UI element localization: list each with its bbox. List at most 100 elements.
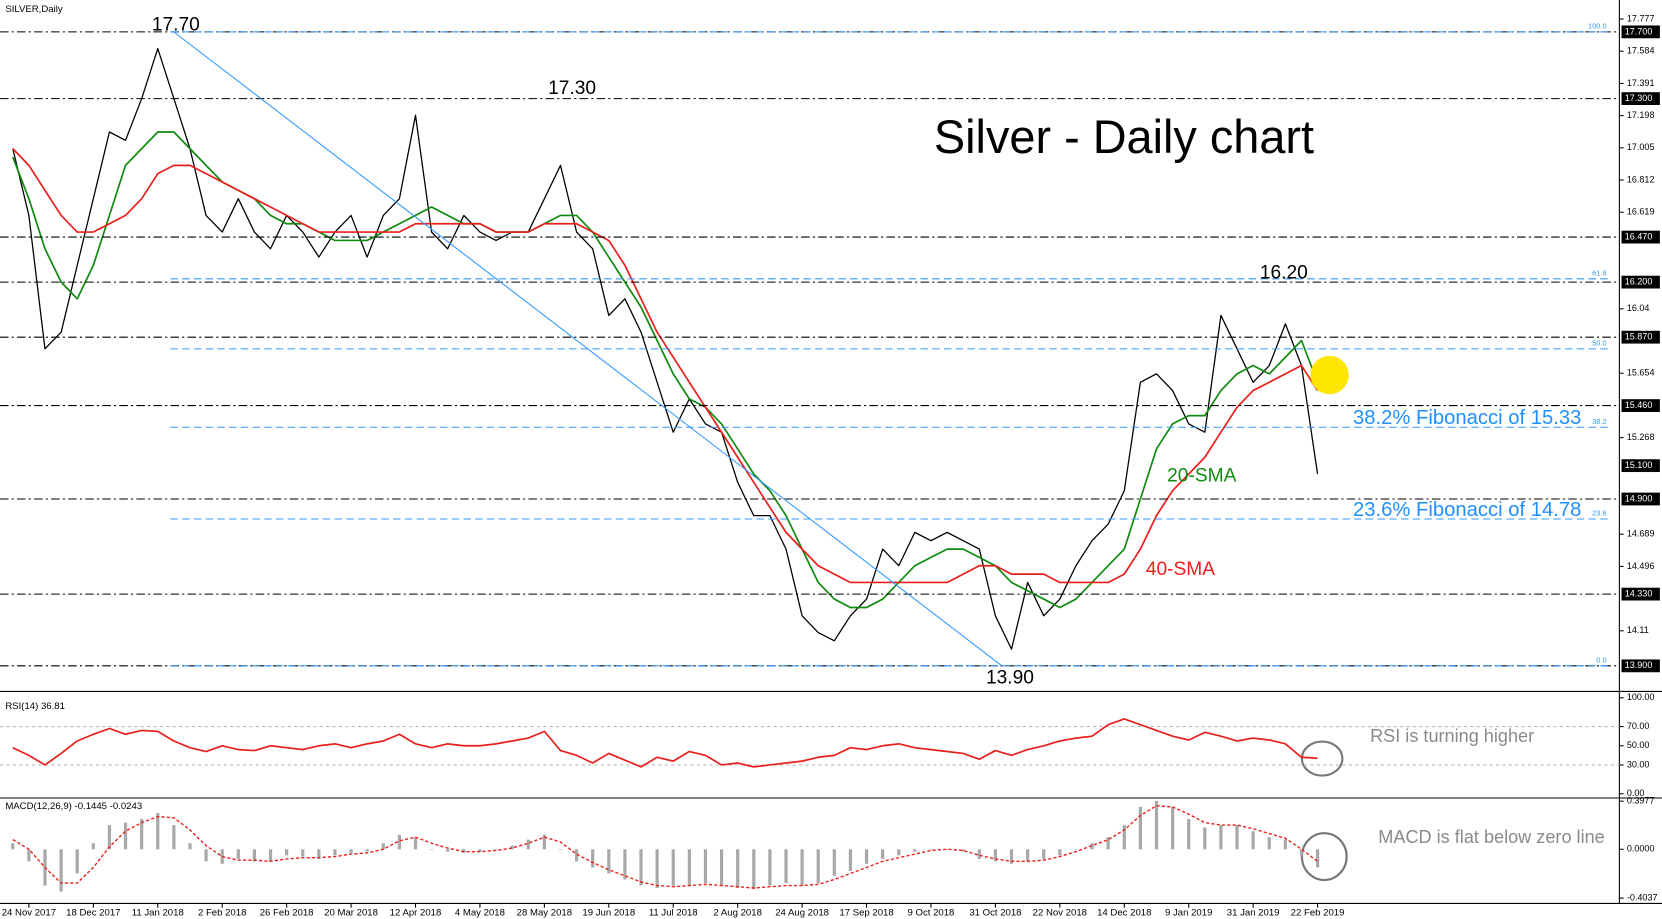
histogram-bar [864,849,869,864]
x-tick-label: 19 Jun 2018 [582,908,635,919]
y-tick-label: 16.04 [1627,303,1650,313]
histogram-bar [687,849,691,886]
histogram-bar [317,849,321,859]
x-tick-label: 28 May 2018 [517,908,572,919]
histogram-bar [1122,825,1126,850]
histogram-bar [591,849,595,868]
macd-note: MACD is flat below zero line [1378,827,1604,847]
histogram-bar [397,834,401,850]
histogram-bar [1042,849,1046,859]
level-box [1621,587,1660,601]
histogram-bar [123,822,128,850]
level-label: 14.330 [1625,588,1653,598]
y-tick-label: 70.00 [1627,721,1650,731]
histogram-bar [446,849,450,852]
chart-title: Silver - Daily chart [934,111,1314,163]
histogram-bar [623,849,627,880]
x-tick-label: 24 Aug 2018 [775,908,829,919]
histogram-bar [252,849,257,862]
histogram-bar [91,843,95,850]
histogram-bar [494,849,498,850]
level-label: 15.460 [1625,400,1653,410]
symbol-label: SILVER,Daily [5,4,63,15]
series-line [12,718,1318,768]
histogram-bar [333,849,337,856]
x-tick-label: 18 Dec 2017 [66,908,120,919]
macd-highlight [1300,832,1348,882]
x-tick-label: 31 Jan 2019 [1227,908,1280,919]
histogram-bar [1251,831,1255,850]
y-tick-label: 16.619 [1627,207,1655,217]
signal-line [12,805,1318,889]
histogram-bar [977,849,981,859]
fib-note: 23.6% Fibonacci of 14.78 [1353,499,1581,521]
histogram-bar [75,849,79,874]
level-label: 14.900 [1625,493,1653,503]
rsi-title: RSI(14) 36.81 [5,701,65,712]
histogram-bar [1267,837,1271,850]
histogram-bar [236,849,240,859]
x-tick-label: 17 Sep 2018 [839,908,893,919]
y-tick-label: 14.496 [1627,561,1655,571]
price-annotation: 17.70 [152,15,200,36]
histogram-bar [11,843,15,850]
x-tick-label: 2 Aug 2018 [713,908,761,919]
histogram-bar [1058,849,1062,856]
x-tick-label: 9 Jan 2019 [1165,908,1212,919]
y-tick-label: 50.00 [1627,740,1650,750]
x-tick-label: 4 May 2018 [455,908,505,919]
histogram-bar [913,849,917,852]
histogram-bar [430,849,434,850]
level-box [1621,92,1660,105]
histogram-bar [784,849,788,884]
level-label: 15.870 [1625,332,1653,342]
fib-level-label: 61.8 [1592,268,1606,277]
histogram-bar [655,849,659,888]
x-tick-label: 22 Nov 2018 [1033,908,1087,919]
last-price-box [1621,459,1660,473]
histogram-bar [1154,800,1159,850]
x-tick-label: 14 Dec 2018 [1097,908,1151,919]
fib-level-label: 38.2 [1592,417,1606,426]
series-label: 20-SMA [1167,465,1236,486]
histogram-bar [381,843,385,850]
level-label: 16.200 [1625,277,1653,287]
y-tick-label: 0.3977 [1627,796,1655,806]
histogram-bar [816,849,820,884]
trendline [173,31,1003,667]
x-tick-label: 11 Jan 2018 [132,908,184,919]
y-tick-label: 15.654 [1627,368,1655,378]
histogram-bar [848,849,853,872]
histogram-bar [27,849,31,862]
histogram-bar [1074,849,1078,850]
y-tick-label: 17.005 [1627,142,1655,152]
histogram-bar [558,849,563,850]
x-tick-label: 26 Feb 2018 [260,908,314,919]
histogram-bar [349,849,353,853]
x-tick-label: 2 Feb 2018 [198,908,246,919]
price-annotation: 13.90 [986,668,1034,689]
y-tick-label: 16.812 [1627,174,1655,184]
histogram-bar [59,849,63,892]
histogram-bar [526,839,530,850]
histogram-bar [703,849,708,884]
x-tick-label: 31 Oct 2018 [969,908,1021,919]
fib-level-label: 23.6 [1592,509,1606,518]
histogram-bar [1203,827,1207,850]
histogram-bar [945,849,949,850]
histogram-bar [542,834,546,850]
histogram-bar [1026,849,1030,862]
y-tick-label: 15.268 [1627,432,1655,442]
histogram-bar [1187,819,1191,850]
histogram-bar [204,849,208,862]
fib-level-label: 0.0 [1596,655,1606,664]
histogram-bar [639,849,643,886]
series-line [12,148,1319,584]
price-annotation: 16.20 [1260,263,1308,284]
histogram-bar [140,819,144,850]
histogram-bar [268,849,273,862]
x-tick-label: 12 Apr 2018 [390,908,442,919]
histogram-bar [881,849,885,859]
histogram-bar [1171,806,1175,850]
